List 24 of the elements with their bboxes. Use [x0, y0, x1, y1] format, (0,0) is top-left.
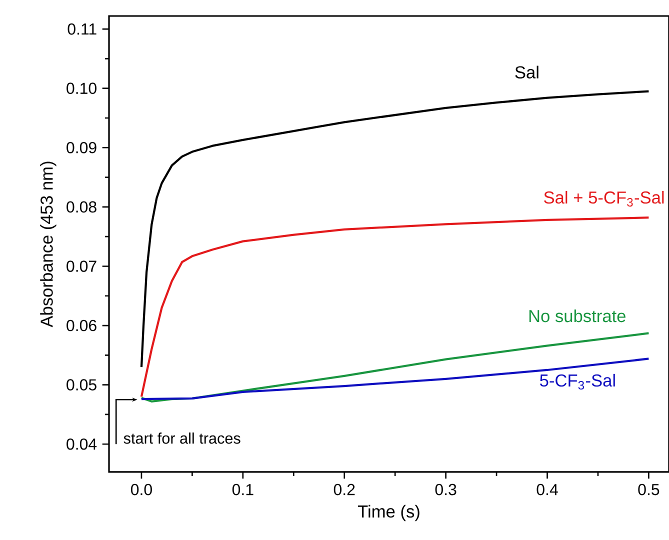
y-tick-label: 0.11 [68, 23, 96, 35]
x-axis-title: Time (s) [358, 504, 420, 522]
line-series [140, 332, 650, 402]
x-tick-label: 0.4 [536, 484, 558, 496]
series-label: 5-CF$_{3}$-Sal [540, 374, 615, 390]
line-series [140, 216, 650, 398]
y-tick-label: 0.05 [66, 379, 96, 390]
y-tick-label: 0.10 [66, 82, 96, 94]
y-axis-title: Absorbance (453 nm) [40, 162, 56, 328]
series-label: Sal [515, 66, 538, 78]
y-tick-label: 0.09 [66, 142, 96, 154]
y-tick-label: 0.08 [66, 201, 96, 213]
series-label: No substrate [529, 309, 626, 322]
x-tick-label: 0.0 [130, 484, 152, 496]
x-tick-label: 0.3 [435, 484, 456, 496]
y-tick-label: 0.06 [66, 320, 96, 332]
y-tick-label: 0.04 [66, 438, 97, 450]
x-tick-label: 0.1 [232, 484, 254, 496]
y-tick-label: 0.07 [66, 260, 96, 272]
annotation: start for all traces [124, 432, 240, 444]
x-tick-label: 0.5 [638, 484, 660, 496]
series-label: Sal + 5-CF$_{3}$-Sal [544, 190, 664, 207]
x-tick-label: 0.2 [334, 484, 355, 496]
line-series [140, 358, 650, 400]
